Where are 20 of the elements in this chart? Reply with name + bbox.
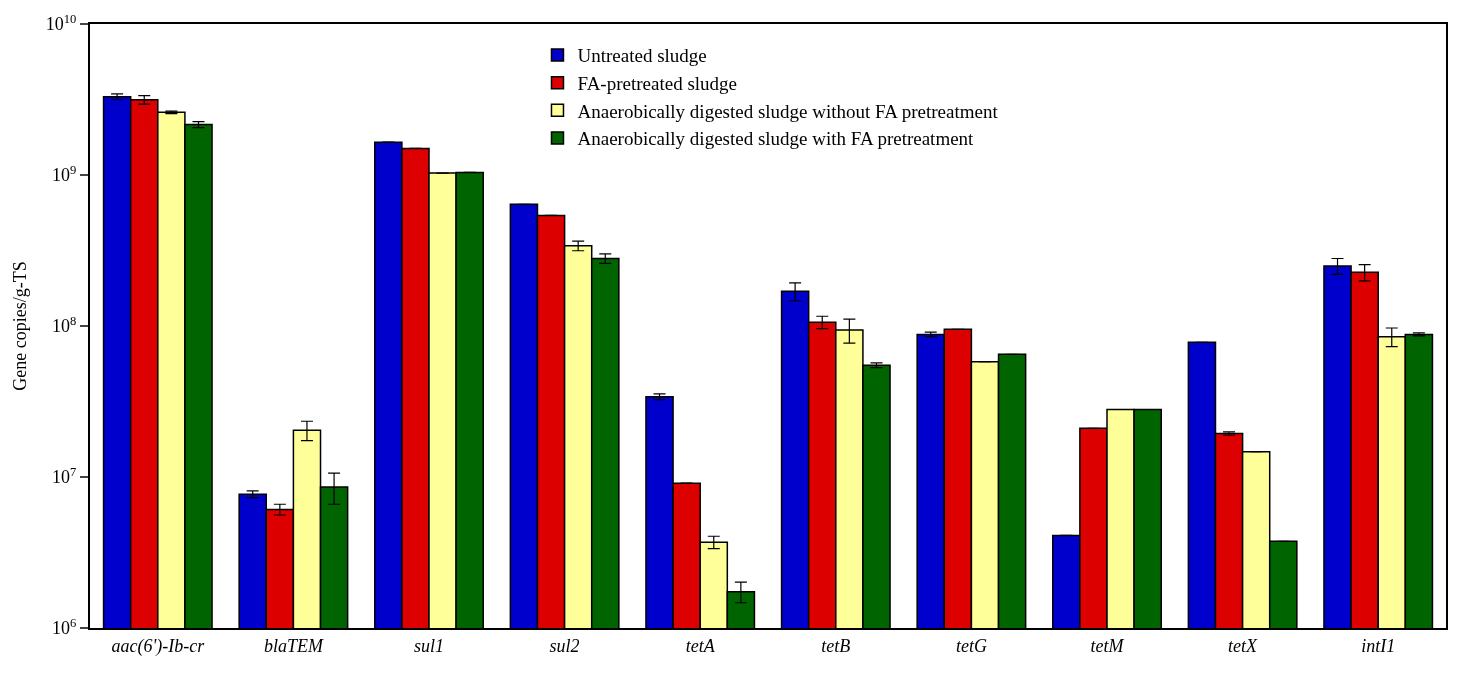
x-tick-label: aac(6')-Ib-cr (111, 635, 206, 657)
y-tick-label: 10$^{6}$ (52, 615, 77, 639)
x-tick-label: tetX (1228, 635, 1259, 656)
x-tick-label: tetM (1090, 635, 1125, 656)
x-tick-label: sul2 (549, 635, 580, 656)
legend-label: Anaerobically digested sludge with FA pretreatment (577, 128, 975, 150)
legend-label: FA-pretreated sludge (577, 73, 737, 95)
x-tick-label: tetA (685, 635, 716, 656)
x-tick-label: sul1 (413, 635, 445, 656)
y-axis-title: Gene copies/g-TS (9, 261, 30, 391)
x-tick-label: tetB (821, 635, 851, 656)
y-tick-label: 10$^{7}$ (52, 464, 77, 488)
y-tick-label: 10$^{8}$ (52, 313, 77, 337)
legend-label: Anaerobically digested sludge without FA pretreatment (577, 100, 999, 122)
y-tick-label: 10$^{10}$ (45, 11, 77, 35)
x-tick-label: tetG (955, 635, 987, 656)
y-tick-label: 10$^{9}$ (52, 162, 77, 186)
x-tick-label: blaTEM (263, 635, 324, 656)
x-tick-label: intI1 (1361, 635, 1396, 656)
legend-label: Untreated sludge (577, 45, 707, 67)
